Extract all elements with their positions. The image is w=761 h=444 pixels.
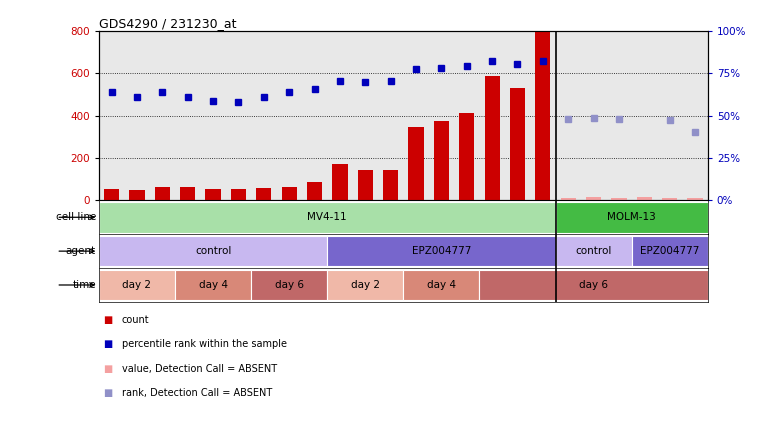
Bar [129,190,145,200]
Bar [327,270,403,300]
Text: EPZ004777: EPZ004777 [640,246,699,256]
Text: ■: ■ [103,388,112,398]
Text: count: count [122,315,149,325]
Bar [282,186,297,200]
Text: rank, Detection Call = ABSENT: rank, Detection Call = ABSENT [122,388,272,398]
Bar [662,198,677,200]
Bar [485,75,500,200]
Bar [556,236,632,266]
Bar [687,198,702,200]
Text: GDS4290 / 231230_at: GDS4290 / 231230_at [99,17,237,30]
Bar [637,197,652,200]
Text: MV4-11: MV4-11 [307,212,347,222]
Text: ■: ■ [103,315,112,325]
Bar [256,188,272,200]
Text: EPZ004777: EPZ004777 [412,246,471,256]
Bar [307,182,322,200]
Text: MOLM-13: MOLM-13 [607,212,656,222]
Bar [104,189,119,200]
Bar [99,236,327,266]
Bar [327,236,556,266]
Text: day 4: day 4 [427,280,456,290]
Bar [99,270,175,300]
Bar [561,198,576,200]
Text: ■: ■ [103,339,112,349]
Text: percentile rank within the sample: percentile rank within the sample [122,339,287,349]
Text: agent: agent [65,246,96,256]
Bar [510,88,525,200]
Text: value, Detection Call = ABSENT: value, Detection Call = ABSENT [122,364,277,373]
Bar [358,170,373,200]
Bar [611,198,626,200]
Bar [459,112,474,200]
Bar [383,170,398,200]
Bar [175,270,251,300]
Text: cell line: cell line [56,212,96,222]
Bar [586,197,601,200]
Bar [154,186,170,200]
Bar [180,186,196,200]
Bar [434,121,449,200]
Bar [409,127,424,200]
Bar [99,202,556,233]
Bar [535,31,550,200]
Bar [251,270,327,300]
Bar [556,202,708,233]
Text: day 6: day 6 [275,280,304,290]
Text: day 6: day 6 [579,280,608,290]
Bar [333,164,348,200]
Text: control: control [195,246,231,256]
Bar [632,236,708,266]
Text: day 2: day 2 [351,280,380,290]
Text: day 4: day 4 [199,280,228,290]
Bar [403,270,479,300]
Bar [479,270,708,300]
Bar [231,189,246,200]
Bar [205,189,221,200]
Text: ■: ■ [103,364,112,373]
Text: time: time [72,280,96,290]
Text: day 2: day 2 [123,280,151,290]
Text: control: control [575,246,612,256]
